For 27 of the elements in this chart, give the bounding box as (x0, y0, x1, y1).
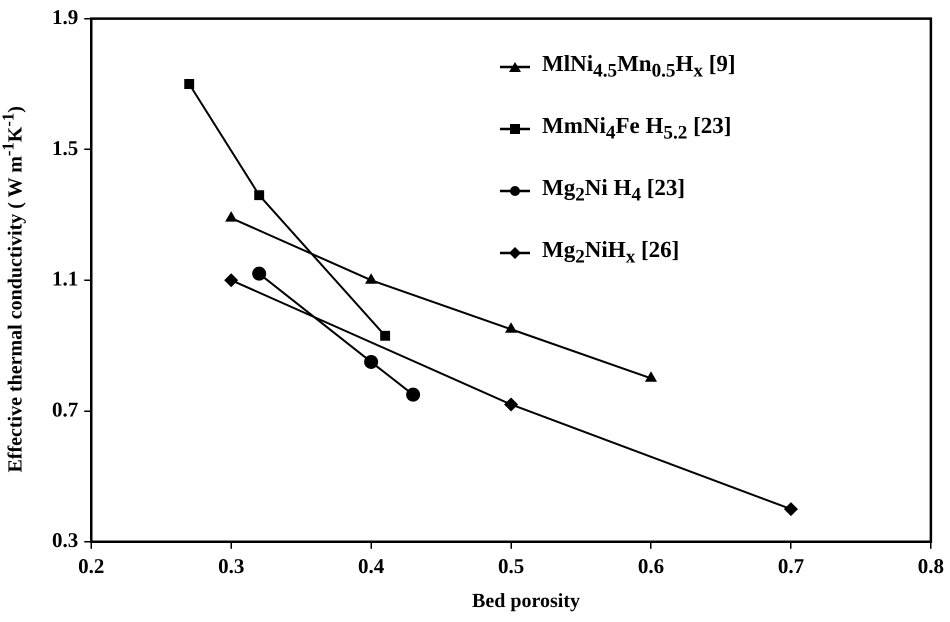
x-tick-label: 0.6 (638, 554, 664, 578)
point (504, 397, 518, 412)
x-tick-label: 0.7 (778, 554, 804, 578)
point (224, 273, 238, 288)
y-tick-label: 1.9 (52, 5, 78, 30)
legend-label: MlNi$_{4.5}$Mn$_{0.5}$H$_{x}$ [9] (542, 51, 736, 83)
legend-label: Mg$_{2}$Ni H$_{4}$ [23] (542, 175, 686, 207)
y-tick-label: 1.1 (52, 266, 78, 291)
point (184, 79, 194, 89)
x-tick-label: 0.5 (498, 554, 524, 578)
x-tick-label: 0.8 (918, 554, 944, 578)
x-axis-title: Bed porosity (471, 590, 581, 613)
x-tick-label: 0.4 (358, 554, 385, 578)
legend-label: Mg$_{2}$NiH$_{x}$ [26] (542, 237, 680, 269)
point (364, 354, 378, 369)
point (225, 211, 238, 222)
y-tick-label: 0.7 (52, 397, 78, 422)
x-tick-label: 0.3 (218, 554, 244, 578)
point (380, 330, 390, 341)
y-tick-label: 1.5 (52, 136, 78, 160)
point (406, 388, 420, 402)
point (784, 502, 798, 516)
legend-label: MmNi$_{4}$Fe H$_{5.2}$ [23] (542, 113, 732, 145)
point (252, 266, 266, 281)
y-tick-label: 0.3 (52, 528, 78, 552)
point (254, 190, 264, 200)
x-tick-label: 0.2 (78, 554, 104, 578)
